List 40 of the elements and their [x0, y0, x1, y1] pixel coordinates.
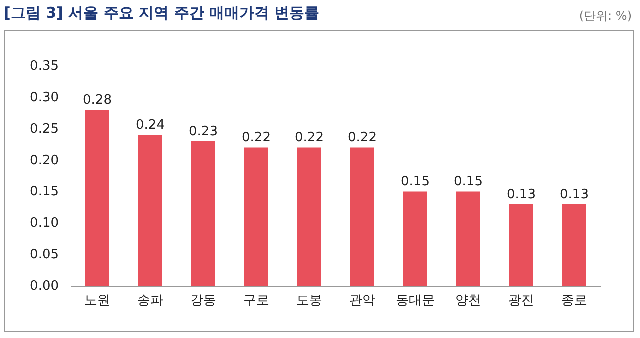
- data-label: 0.13: [507, 187, 536, 202]
- bar: [404, 192, 428, 286]
- y-tick-label: 0.25: [30, 122, 59, 137]
- x-tick-label: 노원: [84, 294, 110, 308]
- y-tick-label: 0.30: [30, 90, 59, 106]
- data-label: 0.15: [454, 174, 483, 190]
- data-label: 0.24: [136, 118, 165, 134]
- x-tick-label: 구로: [244, 294, 270, 308]
- y-tick-label: 0.20: [30, 153, 59, 168]
- x-tick-label: 광진: [508, 294, 534, 308]
- data-label: 0.23: [189, 124, 218, 140]
- data-label: 0.13: [560, 187, 589, 202]
- bar: [456, 192, 480, 286]
- x-tick-label: 종로: [562, 294, 588, 308]
- data-label: 0.22: [242, 130, 271, 146]
- bar: [510, 204, 534, 286]
- bar: [192, 141, 216, 286]
- x-tick-label: 관악: [350, 294, 376, 308]
- x-tick-label: 동대문: [396, 294, 435, 308]
- y-tick-label: 0.35: [30, 59, 59, 74]
- bar: [244, 148, 268, 286]
- y-tick-label: 0.10: [30, 216, 59, 232]
- y-tick-label: 0.05: [30, 248, 59, 263]
- bar: [298, 148, 322, 286]
- data-label: 0.28: [83, 93, 112, 108]
- x-tick-label: 양천: [456, 294, 482, 308]
- data-label: 0.22: [295, 130, 324, 146]
- x-tick-label: 강동: [190, 294, 216, 308]
- bar: [86, 110, 110, 286]
- data-label: 0.22: [348, 130, 377, 146]
- y-tick-label: 0.15: [30, 184, 59, 200]
- x-tick-label: 도봉: [296, 294, 322, 308]
- x-tick-label: 송파: [138, 294, 164, 308]
- text: (단위: %): [579, 8, 632, 25]
- bar: [562, 204, 586, 286]
- y-tick-label: 0.00: [30, 279, 59, 294]
- bar: [138, 135, 162, 286]
- data-label: 0.15: [401, 174, 430, 190]
- bar: [350, 148, 374, 286]
- chart-title: [그림 3] 서울 주요 지역 주간 매매가격 변동률: [4, 4, 320, 23]
